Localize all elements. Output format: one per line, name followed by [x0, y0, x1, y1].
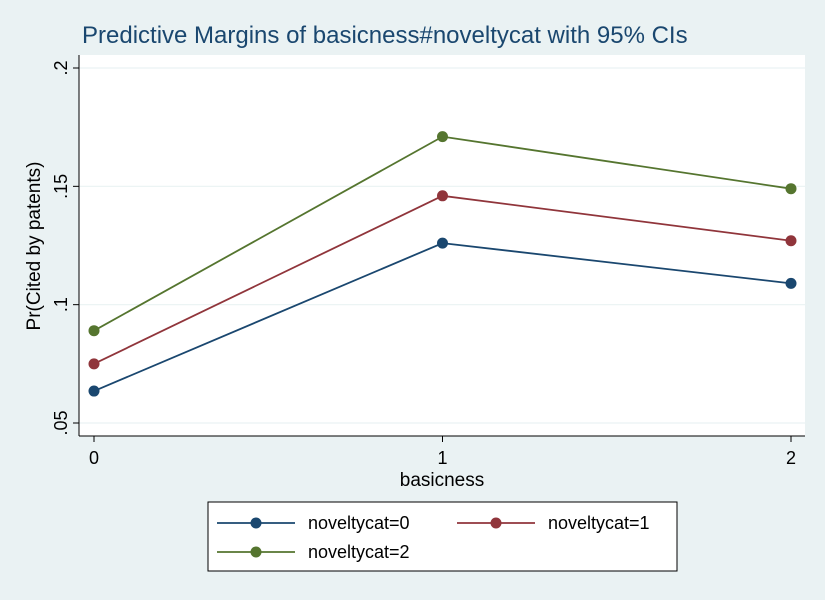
- series-noveltycat-2: [88, 131, 797, 337]
- legend-marker: [250, 546, 262, 558]
- data-point: [437, 131, 448, 143]
- chart-title: Predictive Margins of basicness#noveltyc…: [82, 22, 688, 49]
- legend-marker: [250, 517, 262, 529]
- grid-lines: [79, 67, 805, 424]
- data-point: [88, 358, 100, 370]
- x-tick-label: 0: [89, 448, 99, 468]
- data-point: [785, 277, 797, 289]
- data-point: [88, 385, 100, 397]
- series-noveltycat-1: [88, 190, 797, 370]
- y-axis-ticks: .05 .1 .15 .2: [51, 60, 79, 436]
- series-layer: [88, 131, 797, 397]
- data-point: [437, 190, 448, 202]
- legend-label: noveltycat=2: [308, 542, 410, 562]
- legend-label: noveltycat=1: [548, 513, 650, 533]
- legend-item-noveltycat-2: noveltycat=2: [217, 542, 410, 562]
- legend-marker: [490, 517, 502, 529]
- x-tick-label: 2: [786, 448, 796, 468]
- x-tick-label: 1: [437, 448, 447, 468]
- legend: noveltycat=0 noveltycat=1 noveltycat=2: [217, 513, 650, 562]
- x-axis-ticks: 0 1 2: [89, 436, 796, 468]
- data-point: [437, 237, 448, 249]
- y-tick-label: .2: [51, 60, 71, 75]
- x-axis-label: basicness: [400, 470, 485, 491]
- y-tick-label: .15: [51, 174, 71, 199]
- series-noveltycat-0: [88, 237, 797, 397]
- y-tick-label: .1: [51, 297, 71, 312]
- legend-label: noveltycat=0: [308, 513, 410, 533]
- y-tick-label: .05: [51, 410, 71, 435]
- y-axis-label: Pr(Cited by patents): [24, 162, 45, 331]
- legend-item-noveltycat-1: noveltycat=1: [457, 513, 650, 533]
- legend-box: [207, 501, 678, 572]
- legend-item-noveltycat-0: noveltycat=0: [217, 513, 410, 533]
- data-point: [88, 325, 100, 337]
- data-point: [785, 183, 797, 195]
- data-point: [785, 235, 797, 247]
